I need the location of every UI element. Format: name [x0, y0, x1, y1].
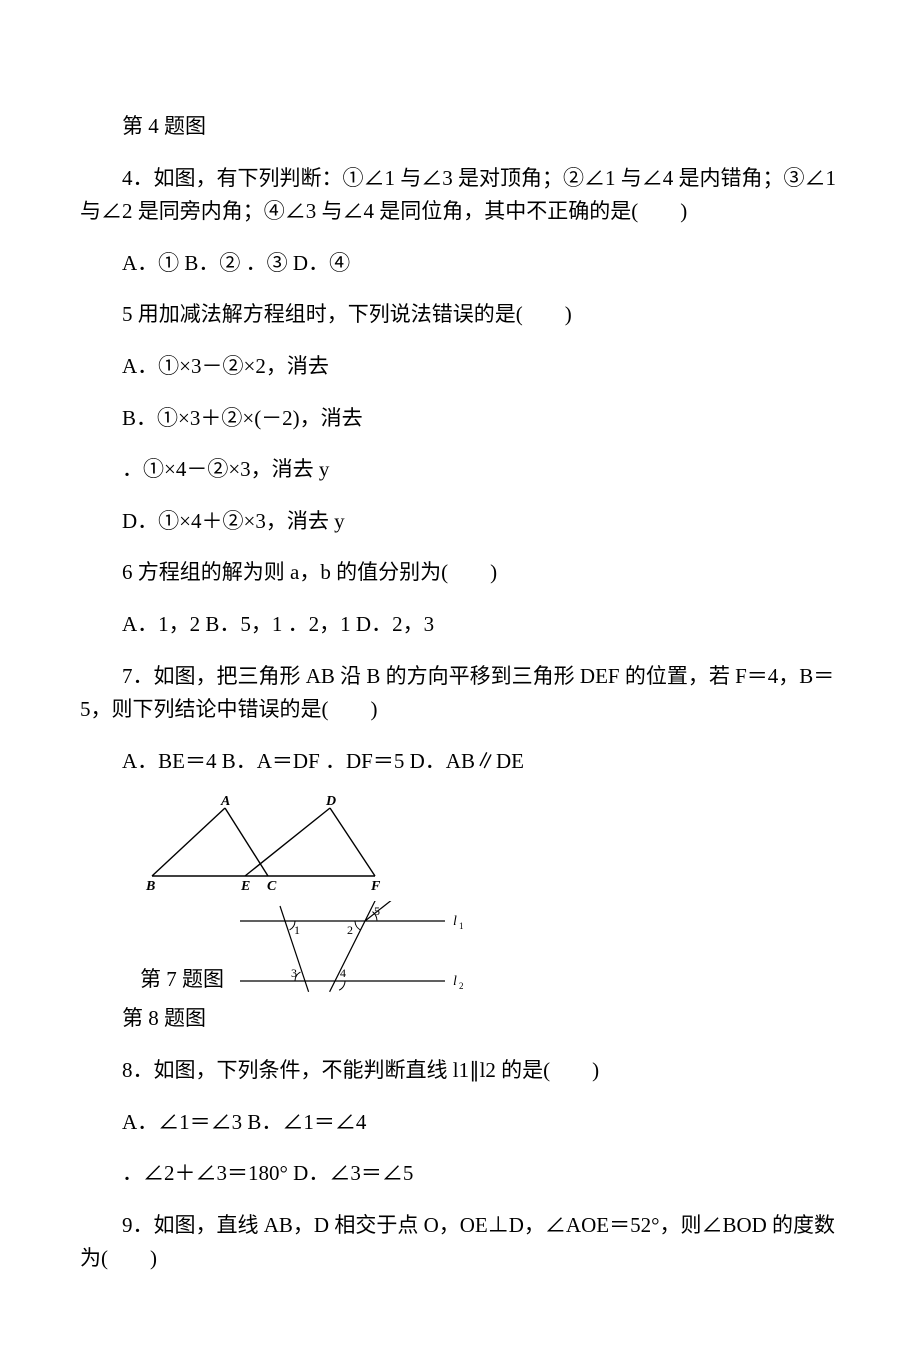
svg-text:1: 1 — [459, 921, 464, 931]
svg-text:2: 2 — [347, 923, 353, 937]
svg-text:1: 1 — [294, 923, 300, 937]
svg-text:2: 2 — [459, 981, 464, 991]
q8-figure-label: 第 8 题图 — [80, 1002, 840, 1036]
q4-choices: A．① B．② ．③ D．④ — [80, 247, 840, 281]
q7-text: 7．如图，把三角形 AB 沿 B 的方向平移到三角形 DEF 的位置，若 F＝4… — [80, 660, 840, 727]
q5-choice-b: B．①×3＋②×(－2)，消去 — [80, 402, 840, 436]
q7-figure: A D B E C F — [140, 796, 840, 891]
q5-text: 5 用加减法解方程组时，下列说法错误的是( ) — [80, 298, 840, 332]
svg-text:E: E — [240, 879, 250, 891]
svg-text:C: C — [267, 879, 277, 891]
q5-choice-c: ．①×4－②×3，消去 y — [80, 453, 840, 487]
q5-choice-d: D．①×4＋②×3，消去 y — [80, 505, 840, 539]
svg-text:5: 5 — [374, 904, 380, 918]
q7-figure-label: 第 7 题图 — [140, 963, 224, 997]
svg-text:l: l — [453, 914, 457, 929]
triangles-diagram: A D B E C F — [140, 796, 390, 891]
q6-choices: A．1，2 B．5，1 ．2，1 D．2，3 — [80, 608, 840, 642]
q4-figure-label: 第 4 题图 — [80, 110, 840, 144]
q9-text: 9．如图，直线 AB，D 相交于点 O，OE⊥D，∠AOE＝52°，则∠BOD … — [80, 1209, 840, 1276]
q5-choice-a: A．①×3－②×2，消去 — [80, 350, 840, 384]
q6-text: 6 方程组的解为则 a，b 的值分别为( ) — [80, 556, 840, 590]
svg-text:B: B — [145, 879, 155, 891]
q7-choices: A．BE＝4 B．A＝DF ．DF＝5 D．AB∥DE — [80, 745, 840, 779]
svg-text:3: 3 — [291, 966, 297, 980]
q8-choice-a: A．∠1＝∠3 B．∠1＝∠4 — [80, 1106, 840, 1140]
q8-text: 8．如图，下列条件，不能判断直线 l1∥l2 的是( ) — [80, 1054, 840, 1088]
svg-text:D: D — [325, 796, 336, 809]
svg-text:l: l — [453, 974, 457, 989]
q8-choice-c: ．∠2＋∠3＝180° D．∠3＝∠5 — [80, 1157, 840, 1191]
svg-text:4: 4 — [340, 966, 346, 980]
svg-text:F: F — [370, 879, 381, 891]
svg-text:A: A — [220, 796, 230, 809]
parallel-lines-diagram: 12534l1l2 — [230, 901, 500, 996]
page: 第 4 题图 4．如图，有下列判断：①∠1 与∠3 是对顶角；②∠1 与∠4 是… — [0, 0, 920, 1354]
q4-text: 4．如图，有下列判断：①∠1 与∠3 是对顶角；②∠1 与∠4 是内错角；③∠1… — [80, 162, 840, 229]
q7-q8-figure-row: 第 7 题图 12534l1l2 — [140, 901, 840, 996]
